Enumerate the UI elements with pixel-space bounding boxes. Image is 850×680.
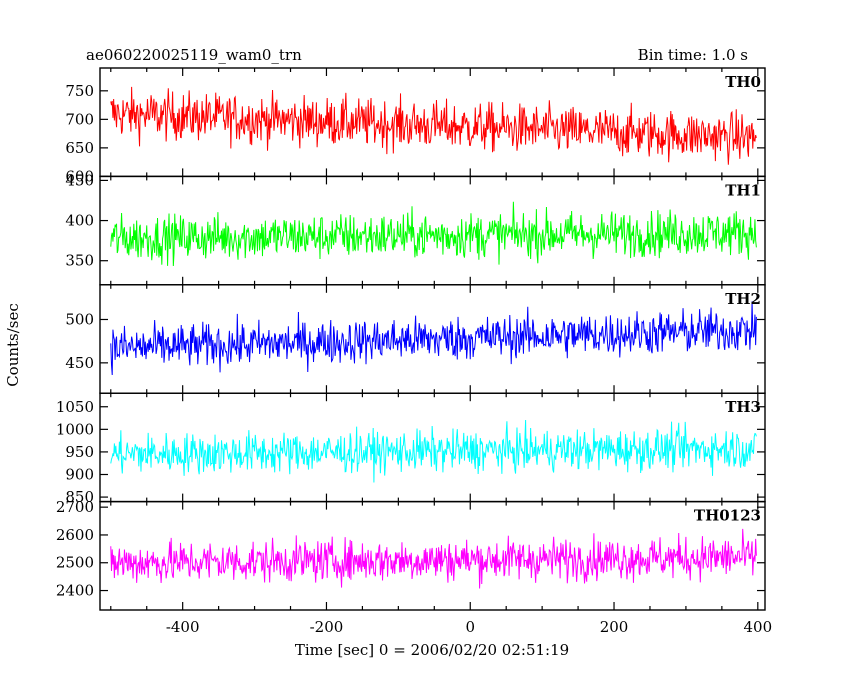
y-tick-label: 450	[65, 171, 94, 189]
y-tick-label: 700	[65, 110, 94, 128]
y-axis-label: Counts/sec	[4, 303, 22, 387]
y-tick-label: 2400	[56, 582, 94, 600]
series-line-TH3	[110, 419, 757, 483]
y-tick-label: 400	[65, 212, 94, 230]
x-tick-label: 200	[600, 618, 629, 636]
bin-time-label: Bin time: 1.0 s	[638, 46, 748, 64]
panels-group: 600 650 700 750 TH0 350 400 450 TH1 450 500 TH2 850 9…	[56, 67, 772, 636]
y-tick-label: 350	[65, 252, 94, 270]
panel-label-TH1: TH1	[725, 181, 761, 199]
panel-label-TH3: TH3	[725, 398, 761, 416]
x-tick-label: -400	[166, 618, 200, 636]
panel-frame-TH0123	[99, 500, 766, 611]
y-tick-label: 1000	[56, 420, 94, 438]
x-tick-label: 0	[465, 618, 475, 636]
y-tick-label: 600	[65, 167, 94, 185]
series-line-TH0123	[110, 528, 757, 589]
y-tick-label: 650	[65, 139, 94, 157]
series-line-TH0	[110, 86, 757, 165]
y-tick-label: 1050	[56, 398, 94, 416]
x-tick-label: 400	[743, 618, 772, 636]
y-tick-label: 2700	[56, 498, 94, 516]
panel-label-TH0123: TH0123	[694, 507, 761, 525]
y-tick-label: 750	[65, 82, 94, 100]
y-tick-label: 900	[65, 466, 94, 484]
y-tick-label: 2500	[56, 554, 94, 572]
series-line-TH1	[110, 201, 757, 266]
x-tick-label: -200	[310, 618, 344, 636]
y-tick-label: 500	[65, 310, 94, 328]
chart-title: ae060220025119_wam0_trn	[86, 46, 302, 64]
x-axis-label: Time [sec] 0 = 2006/02/20 02:51:19	[295, 641, 569, 659]
series-line-TH2	[110, 301, 757, 375]
y-tick-label: 850	[65, 488, 94, 506]
panel-label-TH2: TH2	[725, 290, 761, 308]
y-tick-label: 2600	[56, 526, 94, 544]
panel-label-TH0: TH0	[725, 73, 761, 91]
y-tick-label: 450	[65, 354, 94, 372]
y-tick-label: 950	[65, 443, 94, 461]
